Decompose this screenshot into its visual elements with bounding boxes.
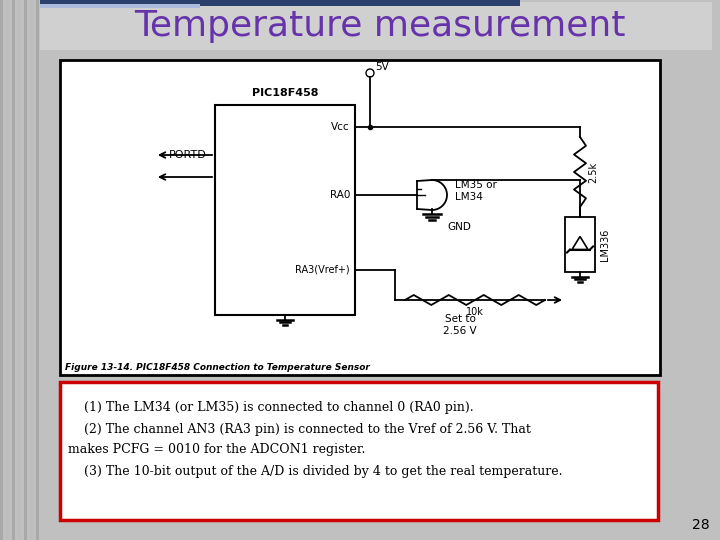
Text: (3) The 10-bit output of the A/D is divided by 4 to get the real temperature.: (3) The 10-bit output of the A/D is divi… bbox=[68, 465, 562, 478]
Bar bbox=[565, 217, 595, 272]
Bar bbox=[18, 0, 21, 540]
Text: 10k: 10k bbox=[466, 307, 484, 317]
Text: 28: 28 bbox=[693, 518, 710, 532]
Text: 5V: 5V bbox=[375, 62, 389, 72]
Bar bbox=[6, 0, 9, 540]
Bar bbox=[12, 0, 15, 540]
Text: (1) The LM34 (or LM35) is connected to channel 0 (RA0 pin).: (1) The LM34 (or LM35) is connected to c… bbox=[68, 401, 474, 414]
Bar bbox=[0, 0, 3, 540]
Text: PORTD: PORTD bbox=[169, 150, 207, 160]
Text: LM34: LM34 bbox=[455, 192, 483, 202]
Bar bbox=[30, 0, 33, 540]
Bar bbox=[60, 60, 660, 375]
Bar bbox=[24, 0, 27, 540]
Bar bbox=[36, 0, 39, 540]
Text: Temperature measurement: Temperature measurement bbox=[134, 9, 626, 43]
Text: Set to
2.56 V: Set to 2.56 V bbox=[444, 314, 477, 336]
Text: GND: GND bbox=[447, 222, 471, 232]
Text: RA3(Vref+): RA3(Vref+) bbox=[295, 265, 350, 275]
Text: LM336: LM336 bbox=[600, 228, 610, 261]
Text: RA0: RA0 bbox=[330, 190, 350, 200]
Bar bbox=[40, 2, 712, 50]
Polygon shape bbox=[572, 237, 588, 249]
Text: LM35 or: LM35 or bbox=[455, 180, 497, 190]
Text: 2.5k: 2.5k bbox=[588, 161, 598, 183]
Text: Figure 13-14. PIC18F458 Connection to Temperature Sensor: Figure 13-14. PIC18F458 Connection to Te… bbox=[65, 363, 370, 372]
Bar bbox=[60, 382, 658, 520]
Bar bbox=[40, 4, 200, 8]
Text: makes PCFG = 0010 for the ADCON1 register.: makes PCFG = 0010 for the ADCON1 registe… bbox=[68, 443, 365, 456]
Text: PIC18F458: PIC18F458 bbox=[252, 88, 318, 98]
Bar bbox=[40, 0, 520, 6]
Text: (2) The channel AN3 (RA3 pin) is connected to the Vref of 2.56 V. That: (2) The channel AN3 (RA3 pin) is connect… bbox=[68, 423, 531, 436]
Bar bbox=[215, 105, 355, 315]
Text: Vcc: Vcc bbox=[331, 122, 350, 132]
